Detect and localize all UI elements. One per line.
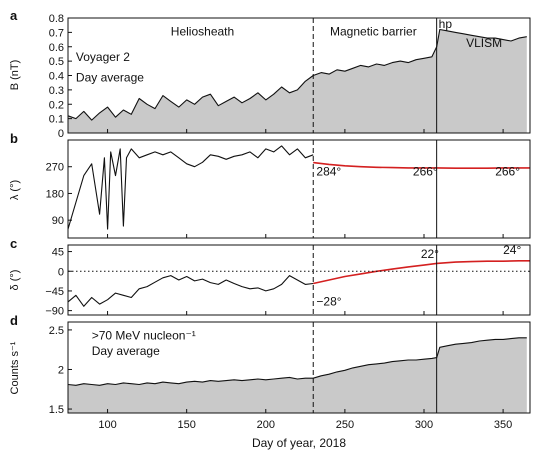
annotation-b-2: 266° — [495, 165, 520, 179]
axes-frame-b — [67, 139, 531, 239]
y-tick-label-a: 0.5 — [49, 56, 64, 68]
annotation-d-1: Day average — [92, 344, 160, 358]
y-axis-label-b: λ (°) — [9, 180, 21, 200]
y-tick-label-a: 0.6 — [49, 42, 64, 54]
y-tick-label-d: 2.5 — [49, 325, 64, 337]
series-line-c-1 — [313, 259, 530, 285]
y-tick-label-a: 0.1 — [49, 114, 64, 126]
x-tick-label: 100 — [98, 419, 116, 431]
y-axis-label-d: Counts s⁻¹ — [9, 341, 21, 394]
x-tick-label: 300 — [415, 419, 433, 431]
series-area-d — [68, 337, 527, 413]
annotation-c-1: 22° — [421, 247, 439, 261]
y-tick-label-a: 0.8 — [49, 13, 64, 25]
y-tick-label-a: 0.2 — [49, 99, 64, 111]
panel-c: −90 −45 0 45 c δ (°) −28° 22° 24° — [9, 236, 531, 318]
y-tick-label-c: 45 — [52, 247, 64, 259]
x-axis-label: Day of year, 2018 — [252, 436, 346, 450]
series-line-d-0 — [67, 337, 527, 386]
y-axis-label-c: δ (°) — [9, 270, 21, 291]
axes-frame-d — [67, 321, 531, 414]
y-tick-label-b: 180 — [46, 188, 64, 200]
event-label-1: hp — [439, 17, 453, 31]
y-tick-label-c: −45 — [45, 286, 64, 298]
panel-letter-b: b — [10, 131, 18, 146]
annotation-a-3: Voyager 2 — [76, 50, 130, 64]
series-line-a-0 — [67, 28, 527, 121]
y-tick-label-a: 0.7 — [49, 27, 64, 39]
panel-a: 0 0.1 0.2 0.3 0.4 0.5 0.6 0.7 0.8 a B (nT) Helioshe… — [9, 8, 531, 140]
x-tick-label: 250 — [336, 419, 354, 431]
annotation-b-1: 266° — [413, 165, 438, 179]
annotation-c-0: −28° — [316, 294, 341, 308]
y-tick-label-c: −90 — [45, 306, 64, 318]
y-tick-label-b: 90 — [52, 215, 64, 227]
x-tick-label: 350 — [494, 419, 512, 431]
series-line-b-1 — [313, 161, 530, 169]
panel-letter-c: c — [10, 236, 17, 251]
axes-frame-c — [67, 244, 531, 316]
annotation-a-0: Heliosheath — [171, 24, 234, 38]
annotation-d-0: >70 MeV nucleon⁻¹ — [92, 328, 196, 342]
panel-letter-d: d — [10, 313, 18, 328]
x-tick-label: 200 — [257, 419, 275, 431]
annotation-a-1: Magnetic barrier — [330, 24, 417, 38]
y-tick-label-a: 0 — [58, 128, 64, 140]
x-tick-label: 150 — [177, 419, 195, 431]
annotation-a-2: VLISM — [466, 36, 502, 50]
y-tick-label-d: 1.5 — [49, 404, 64, 416]
panel-letter-a: a — [10, 8, 18, 23]
series-area-a — [68, 29, 527, 133]
y-tick-label-b: 270 — [46, 162, 64, 174]
y-axis-label-a: B (nT) — [9, 60, 21, 91]
annotation-b-0: 284° — [316, 165, 341, 179]
y-tick-label-c: 0 — [58, 266, 64, 278]
annotation-a-4: Day average — [76, 70, 144, 84]
annotation-c-2: 24° — [503, 243, 521, 257]
y-tick-label-a: 0.4 — [49, 71, 64, 83]
series-line-c-0 — [67, 275, 314, 307]
series-line-b-0 — [67, 145, 314, 230]
panel-d: 1.5 2 2.5 d Counts s⁻¹ >70 MeV nucleon⁻¹ Day a… — [9, 313, 531, 416]
y-tick-label-a: 0.3 — [49, 85, 64, 97]
panel-b: 90 180 270 b λ (°) 284° 266° 266° — [9, 131, 531, 239]
y-tick-label-d: 2 — [58, 364, 64, 376]
